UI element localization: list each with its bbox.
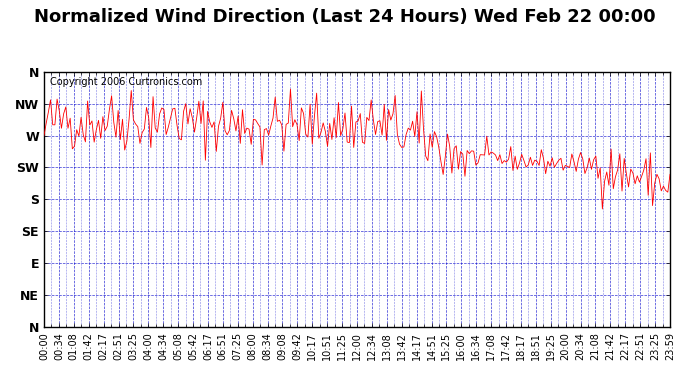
Text: Copyright 2006 Curtronics.com: Copyright 2006 Curtronics.com xyxy=(50,77,202,87)
Text: Normalized Wind Direction (Last 24 Hours) Wed Feb 22 00:00: Normalized Wind Direction (Last 24 Hours… xyxy=(34,8,655,26)
